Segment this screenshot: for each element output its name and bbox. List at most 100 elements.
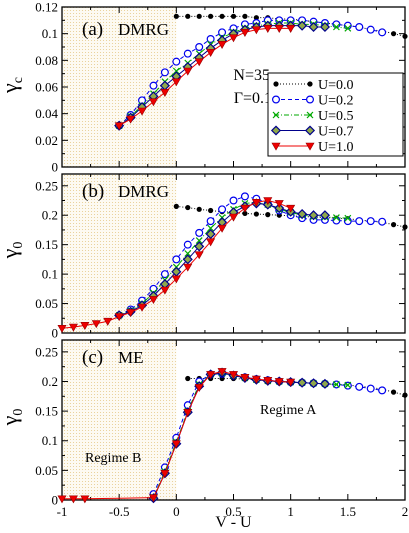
data-point bbox=[91, 320, 101, 329]
legend-marker bbox=[271, 142, 281, 151]
legend-label: U=0.0 bbox=[318, 78, 354, 93]
data-point bbox=[242, 210, 248, 217]
data-point bbox=[402, 33, 408, 39]
data-point bbox=[308, 21, 319, 33]
data-point bbox=[114, 313, 124, 322]
data-point bbox=[332, 214, 340, 222]
x-axis-label: V - U bbox=[215, 514, 252, 531]
legend-marker bbox=[305, 142, 315, 151]
series-U=1.0 bbox=[57, 197, 296, 333]
data-point bbox=[195, 237, 203, 244]
data-point bbox=[160, 89, 170, 97]
data-point bbox=[206, 217, 215, 226]
y-tick-label: 0.1 bbox=[42, 433, 58, 448]
x-tick-label: -0.5 bbox=[109, 504, 130, 519]
annotation: N=35 bbox=[233, 67, 270, 84]
data-point bbox=[182, 254, 193, 265]
data-point bbox=[366, 384, 375, 393]
data-point bbox=[344, 24, 352, 32]
data-point bbox=[206, 49, 216, 57]
data-point bbox=[319, 21, 331, 33]
data-point bbox=[355, 23, 364, 32]
data-point bbox=[173, 13, 179, 19]
data-point bbox=[251, 26, 261, 35]
data-point bbox=[253, 211, 259, 217]
data-point bbox=[240, 204, 250, 213]
y-tick-label: 0.15 bbox=[35, 404, 58, 419]
y-axis-label: γ0 bbox=[0, 409, 26, 427]
y-tick-label: 0.25 bbox=[35, 344, 58, 359]
data-point bbox=[344, 381, 352, 389]
series-line bbox=[62, 370, 291, 500]
panel-label: (c) bbox=[82, 347, 103, 368]
y-tick-label: 0.1 bbox=[42, 267, 58, 282]
y-tick-label: 0.2 bbox=[42, 374, 58, 389]
y-tick-label: 0.15 bbox=[35, 237, 58, 252]
data-point bbox=[148, 98, 158, 107]
data-point bbox=[148, 296, 158, 305]
data-point bbox=[286, 25, 296, 33]
legend-marker bbox=[272, 111, 280, 119]
data-point bbox=[402, 392, 408, 398]
data-point bbox=[229, 196, 238, 205]
legend-marker bbox=[272, 95, 281, 104]
legend-marker bbox=[306, 95, 315, 104]
data-point bbox=[195, 228, 204, 237]
data-point bbox=[103, 317, 113, 326]
x-tick-label: 2 bbox=[402, 504, 409, 519]
data-point bbox=[126, 309, 136, 317]
data-point bbox=[308, 378, 319, 389]
data-point bbox=[80, 495, 90, 504]
data-point bbox=[194, 251, 204, 260]
data-point bbox=[402, 224, 408, 230]
series-line bbox=[118, 22, 348, 127]
data-point bbox=[206, 34, 215, 43]
x-tick-label: 0.5 bbox=[225, 504, 241, 519]
y-tick-label: 0.12 bbox=[35, 0, 58, 15]
data-point bbox=[217, 368, 227, 377]
series-U=0.2 bbox=[149, 369, 387, 499]
data-point bbox=[196, 13, 202, 19]
panel-label: (b) bbox=[82, 181, 104, 202]
data-point bbox=[228, 213, 239, 222]
series-line bbox=[118, 27, 291, 127]
data-point bbox=[390, 31, 397, 37]
data-point bbox=[196, 206, 202, 212]
method-label: DMRG bbox=[118, 182, 169, 201]
data-point bbox=[171, 275, 181, 284]
annotation: Regime B bbox=[85, 451, 141, 466]
data-point bbox=[184, 250, 192, 257]
data-point bbox=[171, 78, 181, 87]
legend: U=0.0U=0.2U=0.5U=0.7U=1.0 bbox=[267, 72, 404, 157]
y-tick-label: 0.06 bbox=[35, 80, 58, 95]
y-tick-label: 0 bbox=[52, 493, 59, 508]
data-point bbox=[149, 81, 158, 90]
panel-label: (a) bbox=[82, 19, 103, 40]
data-point bbox=[194, 241, 205, 252]
data-point bbox=[274, 25, 284, 33]
data-point bbox=[274, 203, 285, 214]
data-point bbox=[218, 205, 227, 214]
data-point bbox=[286, 204, 296, 213]
y-tick-label: 0.05 bbox=[35, 463, 58, 478]
data-point bbox=[228, 371, 239, 379]
data-point bbox=[217, 224, 227, 233]
shaded-region bbox=[62, 7, 177, 167]
shaded-region bbox=[62, 174, 177, 333]
data-point bbox=[68, 495, 78, 504]
data-point bbox=[160, 68, 169, 77]
data-point bbox=[207, 224, 215, 232]
data-point bbox=[194, 58, 204, 67]
data-point bbox=[160, 286, 170, 295]
data-point bbox=[251, 198, 261, 207]
panel-1: 0 0.05 0.1 0.15 0.2 0.25 γ0 (b) DMRG bbox=[0, 173, 408, 341]
data-point bbox=[206, 238, 216, 247]
method-label: ME bbox=[118, 348, 144, 367]
legend-label: U=0.5 bbox=[318, 109, 354, 124]
data-point bbox=[205, 229, 216, 240]
shaded-region bbox=[62, 340, 177, 500]
x-tick-label: 0 bbox=[173, 504, 180, 519]
data-point bbox=[319, 210, 331, 221]
data-point bbox=[297, 377, 308, 388]
data-point bbox=[183, 67, 193, 76]
